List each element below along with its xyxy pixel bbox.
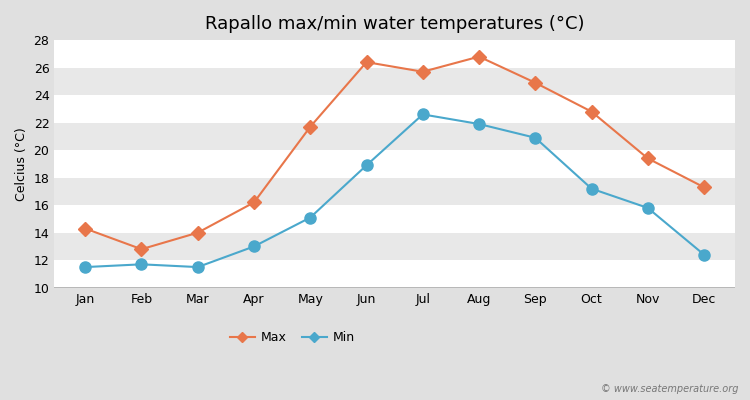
Bar bbox=[54, 260, 735, 288]
Text: © www.seatemperature.org: © www.seatemperature.org bbox=[602, 384, 739, 394]
Line: Min: Min bbox=[80, 109, 710, 273]
Line: Max: Max bbox=[80, 52, 709, 254]
Min bbox=[250, 244, 259, 249]
Bar bbox=[54, 68, 735, 95]
Bar bbox=[54, 205, 735, 233]
Min bbox=[700, 252, 709, 257]
Min bbox=[644, 206, 652, 210]
Max bbox=[587, 109, 596, 114]
Y-axis label: Celcius (°C): Celcius (°C) bbox=[15, 127, 28, 201]
Max bbox=[475, 54, 484, 59]
Min bbox=[137, 262, 146, 267]
Min bbox=[587, 186, 596, 191]
Max bbox=[194, 230, 202, 235]
Max bbox=[362, 60, 371, 64]
Max bbox=[644, 156, 652, 161]
Max bbox=[137, 247, 146, 252]
Min bbox=[419, 112, 428, 117]
Min bbox=[531, 135, 540, 140]
Legend: Max, Min: Max, Min bbox=[225, 326, 360, 349]
Bar bbox=[54, 123, 735, 150]
Max bbox=[81, 226, 90, 231]
Bar bbox=[54, 150, 735, 178]
Bar bbox=[54, 178, 735, 205]
Bar bbox=[54, 233, 735, 260]
Max bbox=[700, 185, 709, 190]
Bar bbox=[54, 40, 735, 68]
Min bbox=[475, 122, 484, 126]
Bar bbox=[54, 95, 735, 123]
Max bbox=[419, 69, 428, 74]
Min bbox=[81, 265, 90, 270]
Max bbox=[306, 124, 315, 129]
Max bbox=[531, 80, 540, 85]
Title: Rapallo max/min water temperatures (°C): Rapallo max/min water temperatures (°C) bbox=[205, 15, 584, 33]
Min bbox=[194, 265, 202, 270]
Min bbox=[306, 215, 315, 220]
Max bbox=[250, 200, 259, 205]
Min bbox=[362, 163, 371, 168]
